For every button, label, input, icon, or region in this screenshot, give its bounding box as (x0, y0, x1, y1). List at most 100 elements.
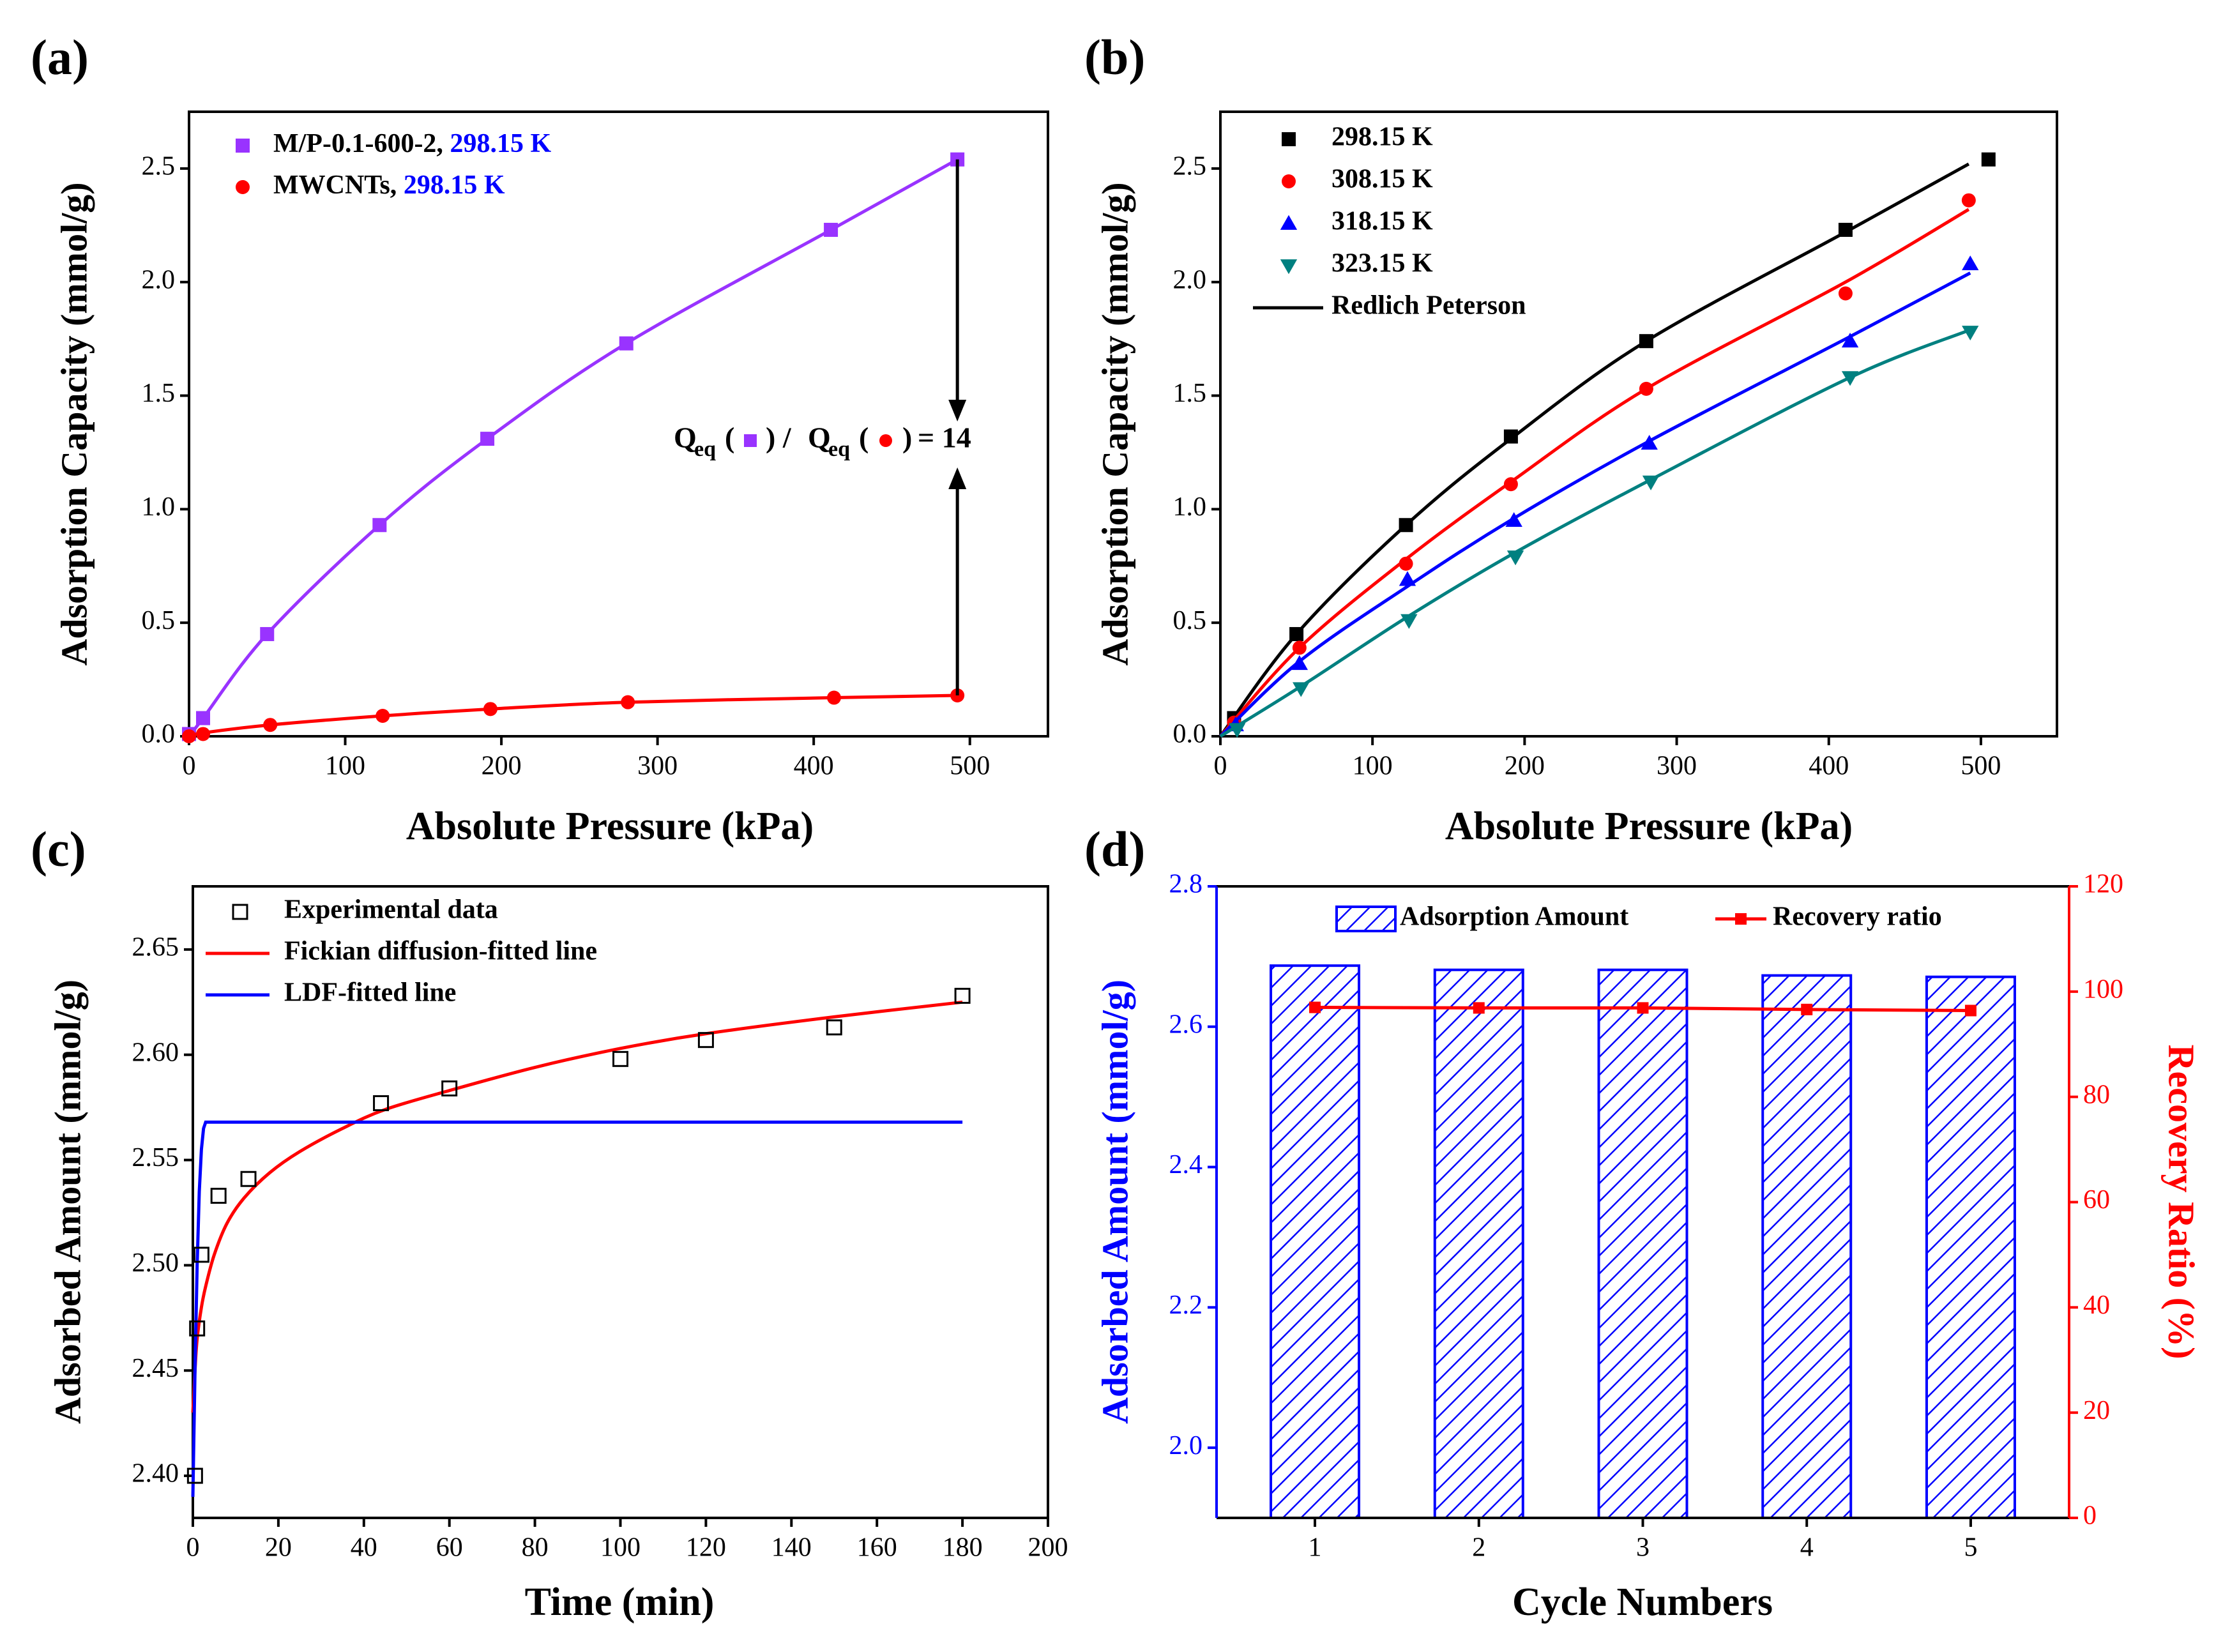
annotation-q: Q (674, 421, 697, 454)
x-tick-label: 0 (183, 752, 196, 781)
x-tick-label: 100 (600, 1533, 641, 1563)
data-point (1961, 193, 1976, 208)
data-point (1289, 626, 1304, 641)
legend-series-temp: 298.15 K (404, 171, 505, 200)
x-axis-label: Time (min) (525, 1580, 715, 1624)
panel-d: (d) 1 2 3 4 5 2.0 2.2 2.4 2.6 2.8 0 20 40 60 80 100 120 Cy… (1084, 821, 2203, 1624)
y-tick-label: 2.5 (1173, 152, 1207, 181)
data-point (1962, 255, 1979, 271)
plot-frame (1219, 110, 2058, 738)
data-point (210, 1188, 227, 1204)
y-tick-label: 2.0 (1173, 265, 1207, 294)
data-point (1292, 640, 1307, 655)
data-point (621, 695, 635, 709)
recovery-point (1309, 1001, 1321, 1013)
annotation-subscript: eq (694, 437, 716, 461)
legend-label: Recovery ratio (1773, 902, 1942, 932)
legend-bar-swatch (1335, 906, 1397, 932)
data-point (826, 690, 841, 705)
y-tick-label: 2.40 (132, 1459, 179, 1489)
data-point (824, 222, 838, 237)
legend-label: 323.15 K (1332, 249, 1433, 278)
y-tick-label: 1.0 (1173, 492, 1207, 522)
data-point (373, 1095, 390, 1112)
y-axis-label: Adsorbed Amount (mmol/g) (47, 980, 88, 1424)
legend-series-temp: 298.15 K (450, 129, 551, 158)
legend-label: M/P-0.1-600-2, 298.15 K (273, 129, 551, 158)
legend-series-name: M/P-0.1-600-2, (273, 129, 450, 158)
fit-line (1219, 328, 1971, 738)
data-point (1399, 571, 1416, 586)
annotation-subscript: eq (828, 437, 850, 461)
x-tick-label: 300 (637, 752, 678, 781)
data-point (1981, 152, 1996, 167)
y-tick-label: 2.50 (132, 1248, 179, 1278)
bar (1270, 964, 1361, 1519)
legend-label: 318.15 K (1332, 207, 1433, 236)
x-tick-label: 200 (482, 752, 522, 781)
y-axis-label: Adsorbed Amount (mmol/g) (1094, 980, 1135, 1424)
x-tick-label: 100 (1353, 752, 1393, 781)
x-tick-label: 200 (1505, 752, 1545, 781)
data-point (1293, 682, 1310, 697)
annotation-q: Q (808, 421, 831, 454)
data-point (196, 727, 211, 741)
y-tick-label: 40 (2083, 1291, 2110, 1320)
ratio-annotation: Qeq () / Qeq () = 14 (674, 421, 971, 461)
arrow-up-head (948, 467, 967, 489)
annotation-ratio-value: = 14 (918, 421, 971, 454)
y-tick-label: 60 (2083, 1185, 2110, 1215)
data-point (1841, 371, 1859, 386)
recovery-point (1473, 1002, 1485, 1014)
y-tick-label: 2.0 (1169, 1431, 1203, 1460)
x-tick-label: 160 (857, 1533, 897, 1563)
x-tick-label: 140 (771, 1533, 812, 1563)
legend: Experimental data Fickian diffusion-fitte… (206, 895, 597, 1008)
annotation-divider: ) / (766, 421, 792, 454)
data-point (480, 432, 495, 446)
legend-marker (1282, 132, 1296, 146)
x-tick-label: 3 (1636, 1533, 1650, 1563)
data-point (263, 718, 278, 732)
recovery-point (1637, 1002, 1649, 1014)
x-axis-label: Absolute Pressure (kPa) (1445, 805, 1853, 848)
x-tick-label: 5 (1964, 1533, 1977, 1563)
legend-marker (236, 139, 250, 153)
data-point (182, 729, 196, 743)
fit-line (1219, 208, 1970, 738)
annotation-paren: ( (725, 421, 734, 454)
panel-a: (a) 0 100 200 300 400 500 0.0 0.5 1.0 1.5 2.0 2.5 Abs… (31, 29, 1049, 848)
y-tick-label: 1.0 (142, 492, 176, 522)
recovery-point (1964, 1004, 1976, 1017)
x-tick-label: 200 (1028, 1533, 1068, 1563)
x-tick-label: 20 (265, 1533, 292, 1563)
legend-marker (236, 180, 250, 194)
legend: Adsorption Amount Recovery ratio (1335, 902, 1942, 932)
x-tick-label: 400 (794, 752, 834, 781)
y-tick-label: 2.2 (1169, 1291, 1203, 1320)
x-tick-label: 0 (1214, 752, 1227, 781)
data-point (1506, 550, 1524, 566)
y-tick-label: 0.5 (1173, 606, 1207, 635)
plot-frame (188, 110, 1049, 738)
x-tick-label: 0 (186, 1533, 200, 1563)
data-point (1962, 326, 1979, 341)
y-tick-label: 120 (2083, 870, 2123, 899)
panel-b: (b) 0 100 200 300 400 500 0.0 0.5 1.0 1.5 2.0 2.5 Abs… (1084, 29, 2058, 848)
y-axis-label: Adsorption Capacity (mmol/g) (1094, 182, 1135, 665)
data-point (441, 1080, 458, 1096)
x-tick-label: 60 (436, 1533, 463, 1563)
legend-label: 298.15 K (1332, 123, 1433, 152)
y-tick-label: 2.55 (132, 1143, 179, 1172)
panel-c: (c) 0 20 40 60 80 100 120 140 160 180 200 2.40 2.45 2.… (31, 821, 1068, 1624)
x-tick-label: 300 (1657, 752, 1697, 781)
x-tick-label: 40 (351, 1533, 377, 1563)
legend-marker (1280, 215, 1298, 230)
y-axis-label: Adsorption Capacity (mmol/g) (53, 182, 95, 665)
y-tick-label: 2.60 (132, 1038, 179, 1067)
x-tick-label: 400 (1809, 752, 1849, 781)
x-tick-label: 500 (1961, 752, 2001, 781)
data-point (1291, 655, 1309, 671)
